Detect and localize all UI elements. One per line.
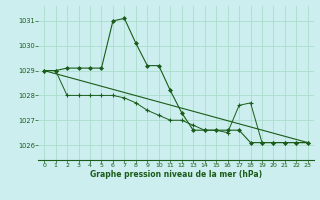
X-axis label: Graphe pression niveau de la mer (hPa): Graphe pression niveau de la mer (hPa) (90, 170, 262, 179)
